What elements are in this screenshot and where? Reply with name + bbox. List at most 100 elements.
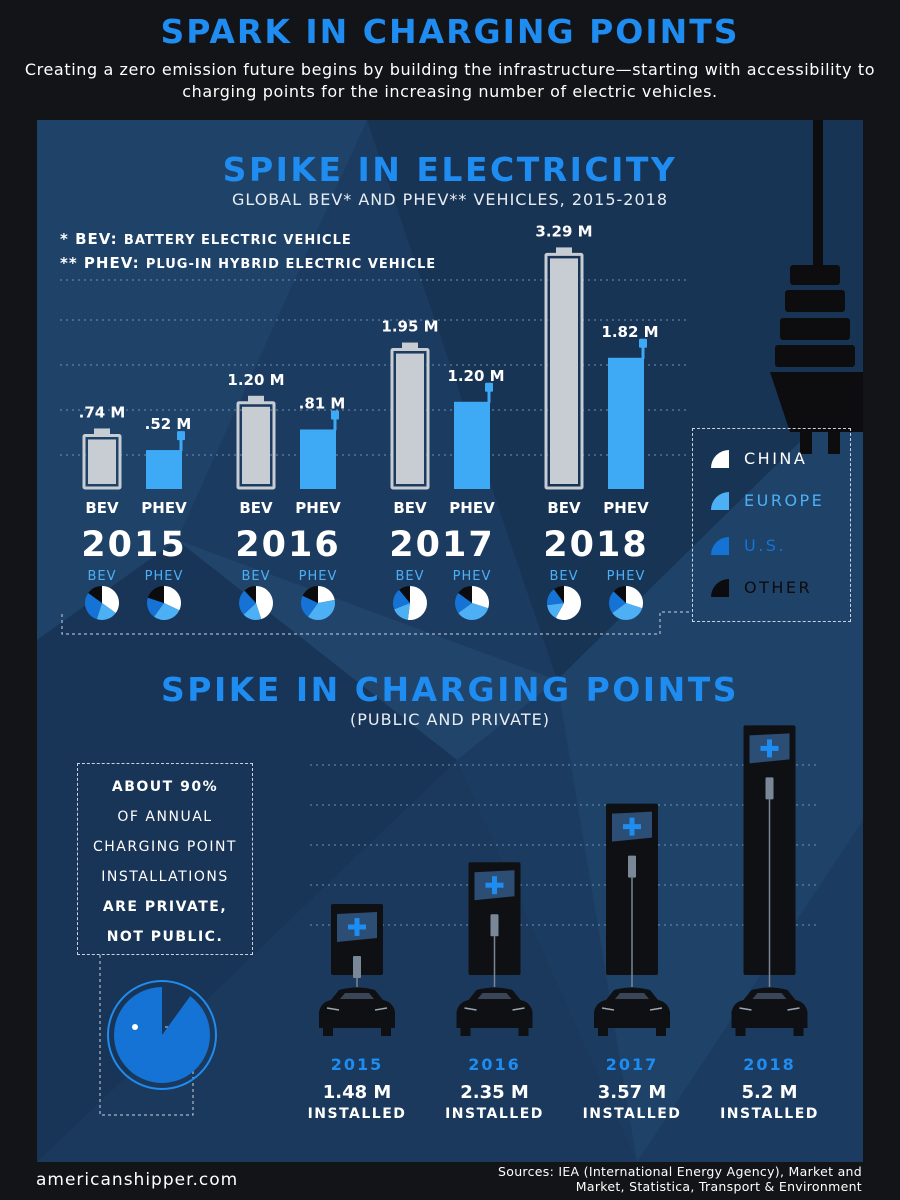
private-share-callout: ABOUT 90% OF ANNUAL CHARGING POINT INSTA… — [77, 763, 253, 955]
legend-us-label: U.S. — [744, 536, 787, 555]
pie-slice-china — [472, 586, 489, 609]
car-body — [731, 987, 808, 1028]
car-icon — [731, 987, 808, 1036]
charging-nozzle-icon — [628, 855, 636, 878]
legend-china-label: CHINA — [744, 449, 808, 468]
phev-bar-2018 — [608, 357, 644, 489]
pie-label: PHEV — [607, 569, 646, 584]
bev-battery-cap-2016 — [248, 395, 264, 402]
plug-head — [770, 372, 863, 432]
pie-label: PHEV — [145, 569, 184, 584]
bev-value-label: 3.29 M — [535, 222, 592, 240]
plug-prong — [800, 432, 812, 454]
phev-bar-2017 — [454, 401, 490, 489]
bev-bar-2015 — [88, 439, 116, 484]
pie-slice-us — [84, 593, 102, 620]
sources-text: Sources: IEA (International Energy Agenc… — [498, 1164, 862, 1194]
charging-nozzle-icon — [765, 777, 774, 800]
bev-battery-2018 — [544, 252, 584, 490]
bev-bar-2017 — [396, 353, 424, 484]
plug-ridge — [785, 290, 845, 312]
pie-slice-china — [555, 586, 581, 620]
bev-battery-cap-2018 — [556, 247, 572, 254]
bev-value-label: 1.20 M — [227, 371, 284, 389]
bev-value-label: .74 M — [79, 403, 126, 421]
car-wheel — [735, 1028, 746, 1036]
plug-ridge — [775, 345, 855, 367]
plug-prong — [828, 432, 840, 454]
car-wheel — [598, 1028, 608, 1036]
car-headlight — [326, 1007, 340, 1011]
charging-nozzle-icon — [353, 955, 361, 978]
intro-text: Creating a zero emission future begins b… — [24, 60, 876, 101]
note-phev: ** PHEV: PLUG-IN HYBRID ELECTRIC VEHICLE — [60, 254, 436, 272]
legend-europe-label: EUROPE — [744, 491, 825, 510]
charging-installed-label: INSTALLED — [445, 1106, 544, 1122]
pie-slice-us — [454, 593, 472, 613]
charging-year-label: 2017 — [606, 1055, 659, 1074]
charging-nozzle-icon — [490, 914, 499, 937]
page-title: SPARK IN CHARGING POINTS — [160, 12, 740, 51]
car-windshield — [340, 993, 374, 999]
bev-battery-2017 — [390, 348, 430, 490]
bev-bar-2016 — [242, 406, 270, 484]
phev-plug-icon-2017 — [485, 382, 493, 392]
pie-slice-us — [239, 590, 256, 615]
pie-slice-europe — [612, 603, 643, 621]
car-wheel — [460, 1028, 471, 1036]
car-headlight — [739, 1007, 752, 1011]
charging-title: SPIKE IN CHARGING POINTS — [161, 670, 739, 709]
charging-value-label: 1.48 M — [323, 1082, 392, 1103]
callout-line-1: ABOUT 90% — [111, 779, 219, 795]
car-body — [319, 987, 395, 1028]
bev-axis-label: BEV — [239, 499, 273, 517]
legend-us-swatch — [711, 537, 729, 555]
pie-label: BEV — [549, 569, 578, 584]
year-label: 2017 — [389, 525, 494, 565]
callout-line-3: CHARGING POINT — [93, 839, 237, 855]
legend-other-swatch — [711, 579, 729, 597]
pie-slice-other — [554, 586, 564, 603]
phev-axis-label: PHEV — [141, 499, 187, 517]
car-body — [594, 987, 670, 1028]
pie-slice-china — [626, 586, 643, 609]
car-headlight — [464, 1007, 477, 1011]
phev-plug-icon-2015 — [177, 431, 185, 441]
pie-slice-europe — [96, 603, 116, 620]
legend-europe-swatch — [711, 492, 729, 510]
pie-slice-us — [392, 589, 410, 610]
charging-value-label: 3.57 M — [598, 1082, 667, 1103]
phev-value-label: .52 M — [145, 415, 192, 433]
charging-value-label: 5.2 M — [741, 1082, 797, 1103]
car-headlight — [512, 1007, 525, 1011]
phev-value-label: .81 M — [299, 394, 346, 412]
pie-slice-other — [399, 586, 410, 603]
pie-slice-other — [458, 586, 472, 603]
plug-cord — [813, 120, 823, 270]
car-headlight — [601, 1007, 615, 1011]
phev-bar-2016 — [300, 429, 336, 489]
pie-slice-europe — [308, 599, 335, 620]
pie-slice-china — [256, 586, 274, 620]
pie-slice-other — [302, 585, 318, 603]
charging-subtitle: (PUBLIC AND PRIVATE) — [349, 710, 551, 729]
car-wheel — [323, 1028, 333, 1036]
note-bev-mark: * BEV: — [60, 230, 118, 248]
bev-axis-label: BEV — [547, 499, 581, 517]
car-headlight — [649, 1007, 663, 1011]
charging-installed-label: INSTALLED — [720, 1106, 819, 1122]
callout-line-4: INSTALLATIONS — [101, 869, 229, 885]
bev-value-label: 1.95 M — [381, 318, 438, 336]
plug-icon — [770, 120, 863, 454]
pie-slice-europe — [458, 603, 489, 621]
bev-battery-cap-2017 — [402, 342, 418, 349]
note-phev-mark: ** PHEV: — [60, 254, 140, 272]
note-phev-text: PLUG-IN HYBRID ELECTRIC VEHICLE — [145, 257, 437, 272]
plus-icon-h — [348, 924, 366, 930]
pie-slice-us — [608, 591, 626, 613]
bev-battery-2016 — [236, 401, 276, 490]
charging-installed-label: INSTALLED — [583, 1106, 682, 1122]
charging-value-label: 2.35 M — [460, 1082, 529, 1103]
note-bev-text: BATTERY ELECTRIC VEHICLE — [123, 233, 352, 248]
car-headlight — [374, 1007, 388, 1011]
